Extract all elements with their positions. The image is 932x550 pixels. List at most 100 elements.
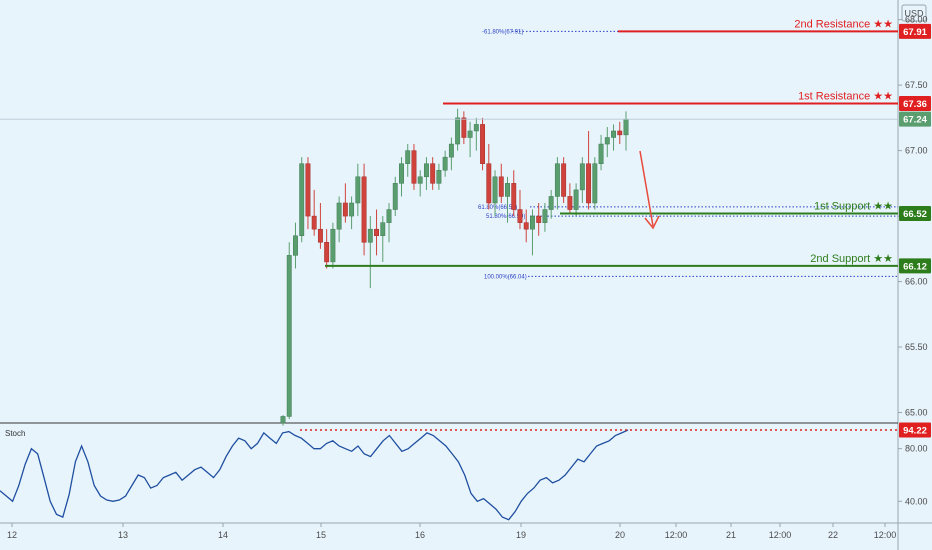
- level-badge: [899, 258, 931, 274]
- candle-body: [280, 416, 286, 424]
- time-tick-label: 13: [118, 530, 128, 540]
- candle-body: [417, 176, 423, 184]
- level-label: 1st Resistance ★★: [798, 90, 893, 102]
- candle-body: [536, 215, 542, 223]
- time-tick-label: 14: [218, 530, 228, 540]
- candle-body: [336, 202, 342, 230]
- candle-body: [567, 196, 573, 210]
- currency-label: USD: [904, 9, 924, 19]
- time-tick-label: 19: [516, 530, 526, 540]
- candle-body: [374, 228, 379, 236]
- candle-body: [367, 228, 373, 243]
- level-badge-value: 66.12: [903, 261, 927, 272]
- level-label: 1st Support ★★: [814, 200, 893, 212]
- candle-body: [361, 176, 367, 243]
- time-tick-label: 22: [828, 530, 838, 540]
- level-badge: [899, 23, 931, 39]
- candle-body: [498, 176, 504, 197]
- candle-body: [455, 117, 461, 145]
- fibonacci-lines: -61.80%(67.91) 61.80%(66.57) 51.80%(66.50)…: [478, 29, 898, 280]
- price-tick-label: 66.00: [905, 277, 928, 287]
- candle-body: [573, 189, 579, 210]
- time-tick-label: 21: [726, 530, 736, 540]
- level-badge-value: 66.52: [903, 209, 927, 220]
- candle-body: [423, 163, 429, 178]
- candle-body: [617, 130, 623, 136]
- stoch-level-badge: [899, 422, 931, 438]
- candle-body: [511, 183, 517, 210]
- candle-body: [317, 228, 323, 243]
- candle-body: [448, 143, 454, 158]
- candle-body: [492, 176, 498, 204]
- candle-body: [286, 255, 292, 417]
- candle-body: [386, 209, 392, 223]
- candle-body: [505, 183, 510, 197]
- level-label: 2nd Support ★★: [810, 253, 893, 265]
- candle-body: [442, 156, 448, 171]
- candle-body: [392, 183, 398, 210]
- candle-body: [542, 209, 548, 223]
- candle-body: [330, 228, 336, 263]
- price-tick-label: 65.00: [905, 408, 928, 418]
- fib-label: -61.80%(67.91): [482, 29, 523, 35]
- candle-body: [611, 130, 616, 138]
- fib-label: 100.00%(66.04): [484, 274, 527, 280]
- candle-body: [430, 163, 436, 184]
- candle-body: [480, 124, 486, 164]
- price-tick-label: 65.50: [905, 342, 928, 352]
- current-price-value: 67.24: [903, 115, 927, 126]
- candle-body: [461, 117, 467, 138]
- stoch-tick-label: 40.00: [905, 496, 928, 506]
- candle-body: [592, 163, 598, 204]
- candle-body: [349, 202, 355, 217]
- candle-body: [523, 222, 529, 230]
- price-tick-label: 67.50: [905, 80, 928, 90]
- candle-body: [548, 196, 554, 210]
- candle-body: [598, 143, 604, 164]
- price-tick-label: 68.00: [905, 15, 928, 25]
- time-tick-label: 15: [316, 530, 326, 540]
- candle-body: [355, 176, 361, 204]
- level-badge: [899, 205, 931, 221]
- level-badge: [899, 95, 931, 111]
- stoch-pane-title: Stoch: [5, 429, 25, 438]
- level-label: 2nd Resistance ★★: [794, 18, 893, 30]
- candle-body: [530, 215, 535, 230]
- price-tick-label: 67.00: [905, 146, 928, 156]
- support-resistance-levels: 2nd Resistance ★★ 67.91 1st Resistance ★★ 6…: [0, 18, 931, 274]
- candle-body: [293, 235, 298, 256]
- candle-body: [311, 215, 317, 230]
- time-tick-label: 12:00: [874, 530, 897, 540]
- candle-body: [299, 163, 305, 236]
- candle-body: [467, 130, 473, 138]
- candle-body: [586, 163, 592, 204]
- stoch-level-value: 94.22: [903, 425, 927, 436]
- stoch-pane: 94.22: [0, 422, 931, 521]
- candle-body: [436, 169, 442, 184]
- time-tick-label: 12: [7, 530, 17, 540]
- time-tick-label: 12:00: [665, 530, 688, 540]
- candle-body: [380, 222, 386, 236]
- current-price-badge: [899, 111, 931, 127]
- fib-label: 61.80%(66.57): [478, 205, 517, 211]
- time-axis-ticks: 12 13 14 15 16 19 20 12:00 21 12:00 22 12:00: [7, 523, 896, 540]
- time-tick-label: 12:00: [769, 530, 792, 540]
- fib-label: 51.80%(66.50): [486, 214, 525, 220]
- candle-body: [305, 163, 311, 217]
- candle-body: [623, 118, 629, 136]
- level-badge-value: 67.36: [903, 99, 927, 110]
- candle-body: [517, 209, 523, 223]
- currency-box[interactable]: [901, 4, 927, 22]
- candle-body: [554, 163, 560, 197]
- candle-body: [324, 242, 330, 263]
- stoch-tick-label: 80.00: [905, 444, 928, 454]
- projection-arrow: [639, 150, 660, 230]
- candle-body: [579, 163, 585, 191]
- candle-body: [473, 124, 479, 132]
- candle-body: [399, 163, 404, 184]
- candle-body: [561, 163, 567, 197]
- candle-body: [486, 163, 492, 204]
